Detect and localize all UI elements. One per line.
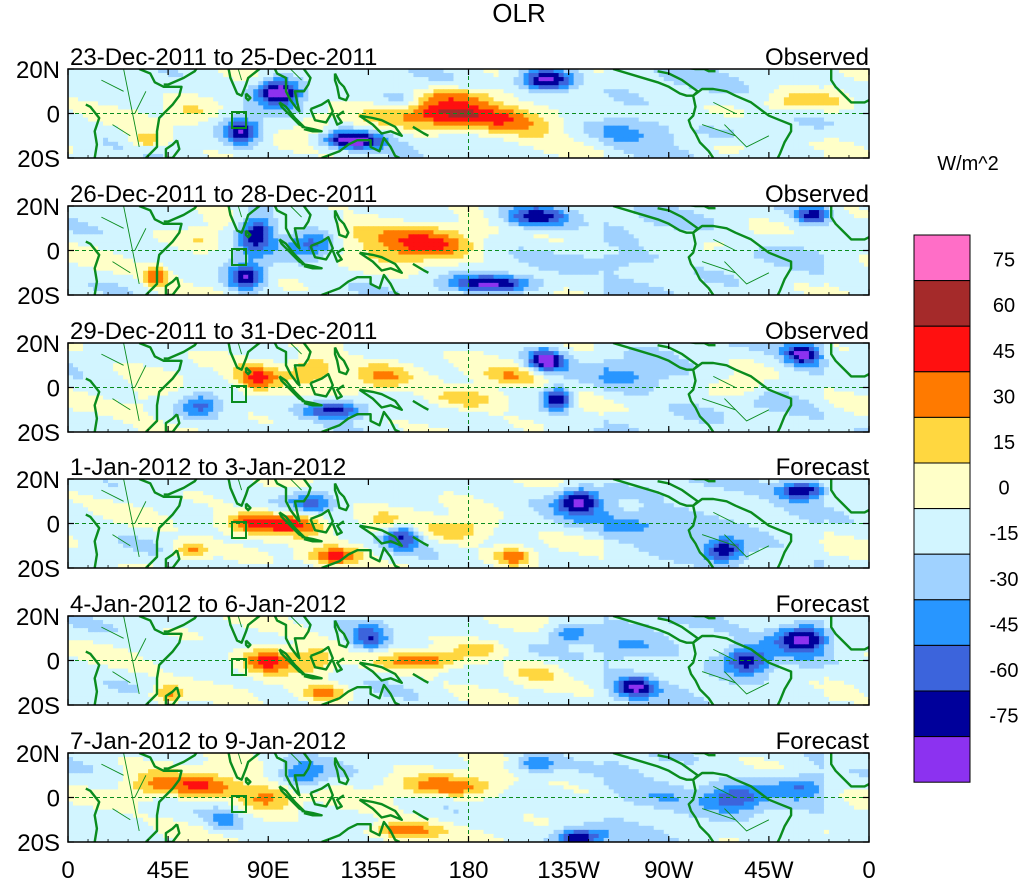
y-tick-label: 20S — [17, 556, 60, 583]
region-box — [231, 521, 247, 539]
coastlines — [85, 206, 869, 295]
panel-period-label: 4-Jan-2012 to 6-Jan-2012 — [70, 591, 346, 618]
colorbar-label: -15 — [990, 523, 1019, 545]
colorbar-label: 75 — [993, 250, 1015, 272]
y-tick-label: 20S — [17, 283, 60, 310]
y-tick-label: 20S — [17, 420, 60, 447]
panel-period-label: 29-Dec-2011 to 31-Dec-2011 — [70, 318, 377, 345]
x-tick-label: 135W — [537, 857, 600, 884]
colorbar-label: 60 — [993, 295, 1015, 317]
panel-period-label: 1-Jan-2012 to 3-Jan-2012 — [70, 454, 346, 481]
x-tick-label: 180 — [448, 857, 488, 884]
colorbar-swatch — [913, 416, 971, 464]
colorbar-label: 45 — [993, 341, 1015, 363]
y-tick-label: 0 — [47, 239, 60, 266]
y-tick-label: 0 — [47, 512, 60, 539]
y-tick-label: 20N — [16, 604, 60, 631]
colorbar-swatch — [913, 553, 971, 601]
colorbar-units: W/m^2 — [937, 153, 999, 175]
colorbar-swatch — [913, 371, 971, 418]
colorbar-label: 0 — [998, 478, 1009, 500]
panel-period-label: 23-Dec-2011 to 25-Dec-2011 — [70, 44, 377, 71]
panel-1: 20N 0 20S 23-Dec-2011 to 25-Dec-2011 Observe… — [16, 44, 870, 173]
figure-title: OLR — [492, 0, 545, 28]
panel-period-label: 7-Jan-2012 to 9-Jan-2012 — [70, 728, 346, 755]
coastlines — [85, 343, 869, 432]
coastlines — [85, 616, 869, 705]
panel-4: 20N 0 20S 1-Jan-2012 to 3-Jan-2012 Forecast — [16, 454, 870, 583]
x-tick-label: 0 — [862, 857, 875, 884]
colorbar-label: -45 — [990, 614, 1019, 636]
colorbar-label: -75 — [990, 706, 1019, 728]
panel-type-label: Observed — [765, 318, 869, 345]
colorbar-swatch — [913, 599, 971, 646]
y-tick-label: 20N — [16, 57, 60, 84]
y-tick-label: 20N — [16, 331, 60, 358]
region-box — [231, 248, 247, 266]
panel-type-label: Forecast — [776, 728, 870, 755]
panel-3: 20N 0 20S 29-Dec-2011 to 31-Dec-2011 Observe… — [16, 318, 870, 447]
colorbar-label: -60 — [990, 660, 1019, 682]
y-tick-label: 20N — [16, 194, 60, 221]
colorbar-swatch — [913, 690, 971, 738]
y-tick-label: 20S — [17, 830, 60, 857]
olr-anomaly-field — [68, 753, 869, 842]
y-tick-label: 0 — [47, 376, 60, 403]
panel-6: 20N 0 20S 7-Jan-2012 to 9-Jan-2012 Forecast — [16, 728, 870, 857]
region-box — [231, 111, 247, 129]
colorbar-swatch — [913, 325, 971, 373]
coastlines — [85, 753, 869, 842]
colorbar-swatch — [913, 234, 971, 282]
y-tick-label: 0 — [47, 786, 60, 813]
colorbar-swatch — [913, 736, 971, 783]
x-axis: 0 45E 90E 135E 180 135W 90W 45W 0 — [61, 857, 875, 884]
x-tick-label: 90E — [247, 857, 290, 884]
panel-period-label: 26-Dec-2011 to 28-Dec-2011 — [70, 181, 377, 208]
panel-2: 20N 0 20S 26-Dec-2011 to 28-Dec-2011 Observe… — [16, 181, 870, 310]
colorbar: W/m^2 75 60 45 30 15 0 -15 -30 -45 -60 -75 — [913, 153, 1019, 783]
x-tick-label: 135E — [340, 857, 396, 884]
y-tick-label: 20S — [17, 693, 60, 720]
region-box — [231, 658, 247, 676]
region-box — [231, 385, 247, 403]
colorbar-label: -30 — [990, 569, 1019, 591]
x-tick-label: 0 — [61, 857, 74, 884]
y-tick-label: 20N — [16, 467, 60, 494]
x-tick-label: 45W — [744, 857, 794, 884]
x-tick-label: 90W — [644, 857, 694, 884]
panel-type-label: Forecast — [776, 454, 870, 481]
panel-5: 20N 0 20S 4-Jan-2012 to 6-Jan-2012 Forecast — [16, 591, 870, 720]
colorbar-label: 15 — [993, 432, 1015, 454]
colorbar-swatch — [913, 644, 971, 692]
y-tick-label: 20N — [16, 741, 60, 768]
colorbar-swatch — [913, 462, 971, 510]
region-box — [231, 795, 247, 813]
x-tick-label: 45E — [147, 857, 190, 884]
panel-type-label: Observed — [765, 44, 869, 71]
colorbar-swatch — [913, 508, 971, 555]
colorbar-swatch — [913, 280, 971, 327]
olr-anomaly-field — [68, 616, 869, 705]
y-tick-label: 20S — [17, 146, 60, 173]
coastlines — [85, 69, 869, 158]
panel-type-label: Forecast — [776, 591, 870, 618]
panel-type-label: Observed — [765, 181, 869, 208]
y-tick-label: 0 — [47, 649, 60, 676]
panels: 20N 0 20S 23-Dec-2011 to 25-Dec-2011 Observe… — [16, 44, 870, 857]
y-tick-label: 0 — [47, 102, 60, 129]
colorbar-label: 30 — [993, 386, 1015, 408]
